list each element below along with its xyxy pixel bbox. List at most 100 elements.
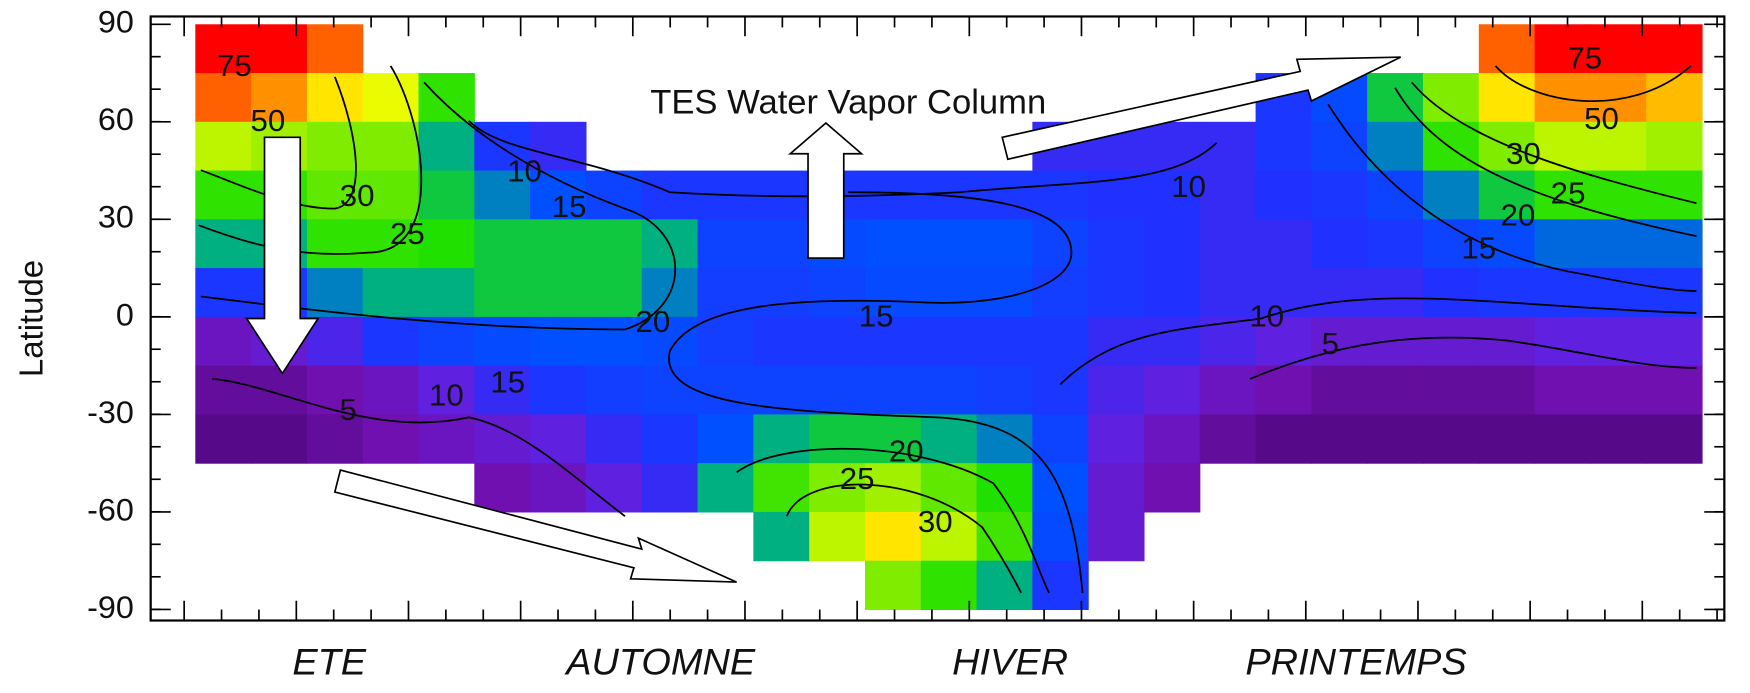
heat-cell	[1367, 365, 1424, 415]
contour-label: 20	[889, 434, 924, 469]
heat-cell	[976, 414, 1033, 464]
heat-cell	[306, 219, 364, 269]
heat-cell	[362, 316, 420, 367]
heat-cell	[306, 170, 364, 220]
contour-label: 75	[1567, 41, 1602, 76]
heat-cell	[1534, 73, 1591, 123]
heat-cell	[697, 219, 754, 269]
heat-cell	[530, 268, 587, 318]
heat-cell	[753, 219, 810, 269]
heat-cell	[809, 463, 866, 513]
heat-cell	[1478, 365, 1536, 415]
heat-cell	[1143, 414, 1201, 464]
heat-cell	[920, 219, 978, 269]
contour-line	[1059, 297, 1697, 386]
y-tick-label: 30	[98, 199, 134, 235]
season-label: HIVER	[952, 641, 1068, 683]
heat-cell	[362, 268, 420, 318]
heat-cell	[306, 73, 364, 123]
heat-cell	[641, 365, 699, 415]
heat-cell	[251, 24, 308, 74]
y-tick-label: -30	[87, 394, 134, 430]
heat-cell	[195, 121, 252, 172]
heat-cell	[418, 121, 475, 172]
heat-cell	[1143, 463, 1201, 513]
heat-cell	[641, 170, 699, 220]
heat-cell	[1590, 219, 1647, 269]
season-label: AUTOMNE	[564, 641, 756, 683]
heat-cell	[1088, 316, 1145, 367]
contour-label: 10	[429, 378, 464, 413]
heat-cell	[418, 219, 475, 269]
heat-cell	[1088, 511, 1145, 562]
heat-cell	[641, 414, 699, 464]
contour-line	[785, 483, 1023, 594]
heat-cell	[753, 316, 810, 367]
y-tick-label: -90	[87, 589, 134, 625]
contour-line	[1327, 103, 1697, 292]
heat-cell	[251, 365, 308, 415]
heat-cell	[1199, 219, 1257, 269]
heat-cell	[1478, 268, 1536, 318]
heat-cell	[697, 414, 754, 464]
contour-label: 20	[1500, 198, 1535, 233]
season-label: ETE	[292, 641, 367, 683]
heat-cell	[418, 316, 475, 367]
heat-cell	[1422, 414, 1480, 464]
heat-cell	[1367, 121, 1424, 172]
heat-cell	[306, 268, 364, 318]
heat-cell	[864, 268, 922, 318]
contour-line	[198, 65, 423, 255]
heat-cell	[976, 511, 1033, 562]
heat-cell	[1143, 121, 1201, 172]
heat-cell	[530, 316, 587, 367]
heat-cell	[1646, 24, 1703, 74]
heat-cell	[1032, 365, 1089, 415]
heat-cell	[1534, 24, 1591, 74]
heat-cell	[753, 365, 810, 415]
heat-cell	[530, 219, 587, 269]
heat-cell	[920, 560, 978, 611]
heat-cell	[864, 365, 922, 415]
heat-cell	[1478, 316, 1536, 367]
season-label: PRINTEMPS	[1245, 641, 1466, 683]
contour-label: 20	[636, 304, 671, 339]
heat-cell	[920, 414, 978, 464]
contour-label: 10	[507, 154, 542, 189]
heat-cell	[362, 73, 420, 123]
heat-cell	[530, 121, 587, 172]
contour-line	[1494, 65, 1692, 102]
heat-cell	[1646, 268, 1703, 318]
heat-cell	[362, 219, 420, 269]
heat-cell	[530, 170, 587, 220]
heat-cell	[753, 511, 810, 562]
heat-cell	[1646, 316, 1703, 367]
heat-cell	[753, 268, 810, 318]
contour-label: 50	[1584, 101, 1619, 136]
contour-label: 15	[552, 189, 587, 224]
heat-cell	[1032, 463, 1089, 513]
heat-cell	[1646, 365, 1703, 415]
heat-cell	[418, 73, 475, 123]
heat-cell	[1311, 268, 1368, 318]
y-tick-label: -60	[87, 492, 134, 528]
heat-cell	[1646, 121, 1703, 172]
y-tick-label: 0	[116, 297, 134, 333]
heat-cell	[1032, 511, 1089, 562]
heat-cell	[809, 316, 866, 367]
heat-cell	[1311, 316, 1368, 367]
heat-cell	[1088, 170, 1145, 220]
heat-cell	[976, 560, 1033, 611]
heat-cell	[585, 268, 643, 318]
heat-cell	[1088, 219, 1145, 269]
heat-cell	[920, 511, 978, 562]
heat-cell	[251, 73, 308, 123]
contour-label: 30	[340, 178, 375, 213]
heat-cell	[1199, 316, 1257, 367]
plot-frame	[149, 15, 1726, 622]
heat-cell	[1590, 73, 1647, 123]
heat-cell	[585, 316, 643, 367]
heat-cell	[1255, 414, 1312, 464]
heat-cell	[864, 316, 922, 367]
heat-cell	[1534, 365, 1591, 415]
